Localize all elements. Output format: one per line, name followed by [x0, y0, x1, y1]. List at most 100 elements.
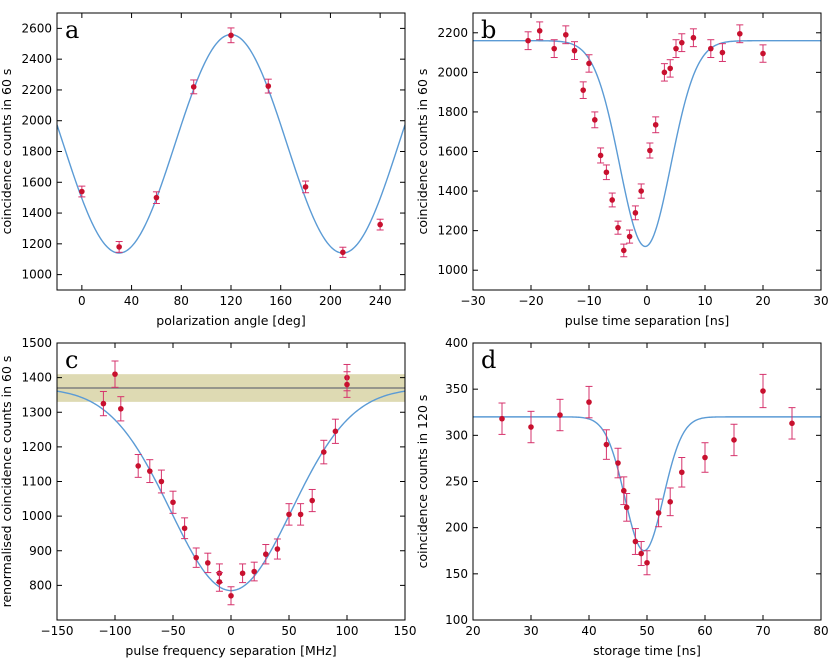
data-point — [227, 27, 235, 44]
panel-letter: a — [65, 16, 79, 44]
data-marker — [638, 188, 644, 194]
fit-curve — [57, 33, 405, 254]
data-point — [192, 547, 200, 568]
data-marker — [621, 487, 627, 494]
data-point — [585, 385, 593, 419]
data-marker — [679, 39, 685, 46]
y-tick-label: 1500 — [21, 336, 52, 350]
data-marker — [652, 121, 659, 128]
data-point — [524, 31, 532, 51]
data-marker — [263, 551, 269, 558]
data-point — [376, 218, 384, 231]
data-marker — [737, 30, 743, 37]
data-point — [536, 21, 544, 41]
axes-frame — [472, 342, 822, 621]
y-tick-label: 1800 — [21, 145, 52, 159]
y-tick-label: 1400 — [21, 371, 52, 385]
y-axis-label: coincidence counts in 60 s — [0, 69, 14, 235]
data-point — [620, 243, 628, 258]
data-point — [78, 185, 86, 198]
data-point — [646, 142, 654, 159]
x-tick-label: 120 — [220, 294, 243, 308]
data-marker — [609, 197, 615, 203]
data-marker — [644, 559, 650, 566]
data-marker — [580, 87, 586, 93]
data-point — [146, 459, 154, 484]
data-point — [285, 503, 293, 526]
data-point — [556, 398, 564, 432]
data-point — [759, 44, 767, 63]
y-tick-label: 1000 — [21, 509, 52, 523]
data-marker — [586, 60, 592, 67]
data-marker — [79, 188, 85, 195]
data-marker — [525, 37, 531, 44]
data-marker — [789, 420, 795, 427]
data-point — [672, 39, 680, 59]
x-tick-label: −10 — [576, 294, 601, 308]
data-point — [614, 447, 622, 479]
data-marker — [708, 45, 714, 52]
y-axis-label: coincidence counts in 120 s — [415, 395, 430, 569]
data-point — [152, 191, 160, 205]
x-tick-label: −150 — [41, 624, 74, 638]
data-marker — [528, 424, 534, 430]
data-marker — [563, 31, 569, 38]
panel-d: 20 30 40 50 60 70 80 100 150 200 250 300 350 400 stora… — [415, 336, 829, 658]
data-marker — [112, 371, 118, 377]
x-tick-label: 60 — [697, 624, 712, 638]
data-marker — [760, 388, 766, 394]
y-tick-label: 1300 — [21, 405, 52, 419]
data-point — [571, 41, 578, 60]
data-marker — [557, 412, 563, 418]
plot-area — [473, 373, 821, 576]
data-marker — [615, 224, 621, 231]
x-tick-label: 50 — [281, 624, 296, 638]
data-point — [550, 39, 558, 59]
data-marker — [216, 579, 223, 585]
data-point — [666, 59, 674, 78]
data-marker — [193, 554, 199, 561]
data-point — [331, 418, 339, 444]
data-point — [660, 63, 668, 82]
data-point — [643, 550, 651, 576]
data-marker — [586, 399, 592, 405]
y-tick-label: 2600 — [21, 21, 52, 35]
data-point — [614, 220, 622, 235]
data-point — [623, 493, 631, 522]
data-point — [115, 241, 123, 253]
data-point — [343, 371, 351, 398]
panel-letter: b — [481, 16, 496, 44]
data-marker — [667, 499, 673, 505]
data-point — [227, 586, 235, 606]
y-tick-label: 2000 — [21, 114, 52, 128]
x-tick-label: 240 — [369, 294, 392, 308]
data-marker — [536, 28, 543, 34]
data-marker — [297, 511, 304, 518]
data-marker — [274, 546, 281, 552]
y-tick-label: 2200 — [437, 26, 468, 40]
data-marker — [702, 454, 708, 461]
data-marker — [632, 538, 639, 545]
data-marker — [623, 504, 630, 511]
y-tick-label: 250 — [445, 475, 468, 489]
panel-b: −30 −20 −10 0 10 20 30 1000 1200 1400 1600 1800 2000… — [415, 12, 829, 328]
y-tick-label: 1400 — [21, 206, 52, 220]
data-point — [655, 498, 663, 528]
x-tick-label: 50 — [639, 624, 654, 638]
data-marker — [638, 550, 644, 557]
data-marker — [309, 497, 316, 504]
data-marker — [719, 49, 726, 56]
data-point — [297, 503, 305, 526]
data-marker — [551, 45, 557, 52]
data-marker — [731, 437, 737, 443]
data-marker — [170, 499, 176, 506]
data-marker — [251, 568, 257, 575]
y-tick-label: 350 — [445, 382, 468, 396]
y-tick-label: 1200 — [21, 237, 52, 251]
data-point — [204, 552, 212, 574]
x-tick-label: 0 — [643, 294, 651, 308]
data-marker — [603, 169, 610, 176]
data-marker — [286, 511, 292, 518]
y-tick-label: 800 — [29, 578, 52, 592]
x-tick-label: 10 — [697, 294, 712, 308]
